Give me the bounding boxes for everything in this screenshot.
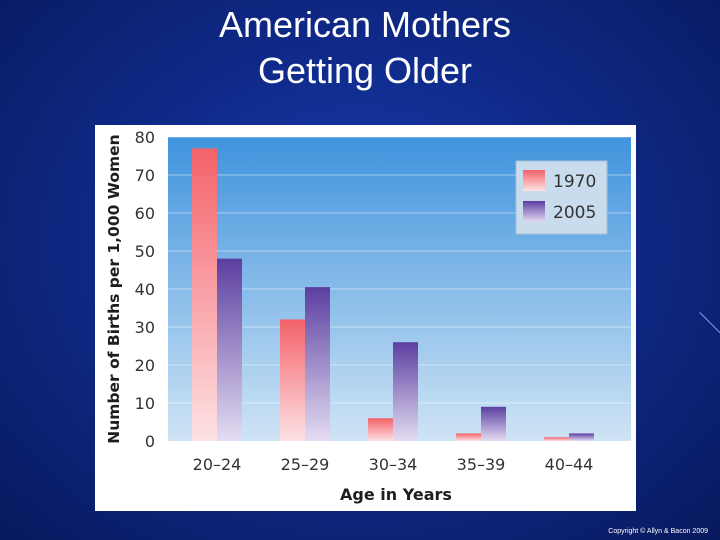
y-tick-label: 20: [135, 356, 155, 375]
bar-1970-1: [280, 319, 305, 441]
legend-label-1970: 1970: [553, 172, 596, 192]
y-tick-label: 30: [135, 318, 155, 337]
bar-1970-2: [368, 418, 393, 441]
bar-2005-3: [481, 406, 506, 441]
y-tick-labels: 0 10 20 30 40 50 60 70 80: [135, 128, 155, 451]
legend-label-2005: 2005: [553, 203, 596, 223]
bar-2005-1: [305, 287, 330, 441]
y-tick-label: 60: [135, 204, 155, 223]
bar-1970-3: [456, 433, 481, 441]
slide-title-line-2: Getting Older: [257, 50, 473, 91]
x-tick-label: 40–44: [545, 455, 594, 474]
bars: [192, 148, 594, 441]
chart-card: 0 10 20 30 40 50 60 70 80 20–24 25–29 30–34 35–39 40…: [95, 125, 636, 511]
legend: 1970 2005: [515, 160, 608, 235]
x-axis-label: Age in Years: [340, 485, 452, 504]
copyright-text: Copyright © Allyn & Bacon 2009: [608, 528, 708, 535]
legend-swatch-1970: [523, 170, 545, 191]
y-tick-label: 50: [135, 242, 155, 261]
bar-2005-0: [217, 258, 242, 441]
bar-2005-2: [393, 342, 418, 441]
bar-1970-0: [192, 148, 217, 441]
y-tick-label: 40: [135, 280, 155, 299]
y-tick-label: 80: [135, 128, 155, 147]
slide-title: American Mothers Getting Older: [0, 2, 720, 94]
y-tick-label: 0: [145, 432, 155, 451]
y-tick-label: 10: [135, 394, 155, 413]
x-tick-label: 20–24: [193, 455, 242, 474]
bar-chart: 0 10 20 30 40 50 60 70 80 20–24 25–29 30–34 35–39 40…: [105, 128, 631, 504]
y-axis-label: Number of Births per 1,000 Women: [105, 134, 123, 443]
x-tick-labels: 20–24 25–29 30–34 35–39 40–44: [193, 455, 594, 474]
x-tick-label: 35–39: [457, 455, 506, 474]
decorative-line: [699, 312, 720, 334]
bar-2005-4: [569, 433, 594, 441]
y-tick-label: 70: [135, 166, 155, 185]
bar-1970-4: [544, 437, 569, 441]
x-tick-label: 25–29: [281, 455, 330, 474]
x-tick-label: 30–34: [369, 455, 418, 474]
legend-swatch-2005: [523, 201, 545, 222]
slide-title-line-1: American Mothers: [218, 4, 512, 45]
